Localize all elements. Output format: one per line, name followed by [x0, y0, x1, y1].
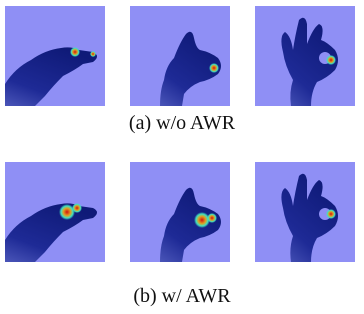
- figure: (a) w/o AWR (b) w/ AWR: [0, 0, 364, 314]
- depth-image: [130, 6, 230, 106]
- depth-image: [255, 162, 355, 262]
- image-row-a: [5, 6, 355, 106]
- caption: (a) w/o AWR: [129, 112, 236, 134]
- depth-image: [255, 6, 355, 106]
- depth-image: [5, 6, 105, 106]
- image-row-b: [5, 162, 355, 262]
- depth-image: [130, 162, 230, 262]
- depth-image: [5, 162, 105, 262]
- caption: (b) w/ AWR: [133, 285, 231, 307]
